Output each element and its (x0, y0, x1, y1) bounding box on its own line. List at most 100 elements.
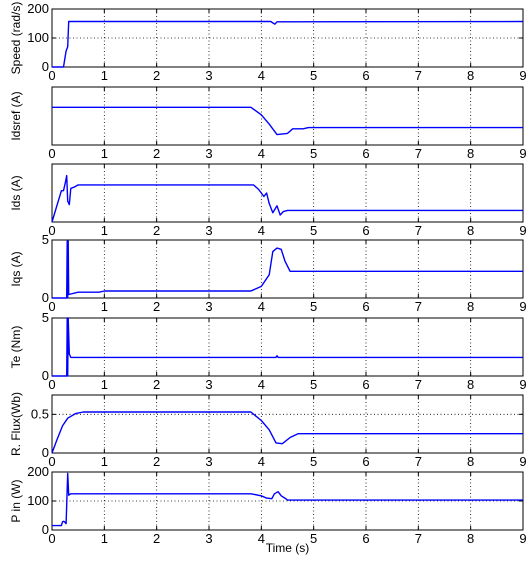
x-tick-label: 1 (101, 454, 108, 469)
y-tick-label: 200 (27, 1, 49, 16)
y-tick-label: 0 (42, 290, 49, 305)
x-tick-label: 5 (310, 68, 317, 83)
x-tick-label: 9 (519, 223, 526, 238)
x-tick-label: 8 (467, 68, 474, 83)
x-tick-label: 4 (258, 299, 265, 314)
y-axis-label: Idsref (A) (9, 91, 23, 140)
x-tick-label: 3 (205, 531, 212, 546)
x-tick-label: 6 (362, 454, 369, 469)
x-tick-label: 6 (362, 531, 369, 546)
x-tick-label: 7 (415, 223, 422, 238)
series-line (51, 174, 523, 223)
y-tick-label: 0.5 (31, 406, 49, 421)
y-axis-label: Ids (A) (9, 175, 23, 210)
x-tick-label: 5 (310, 299, 317, 314)
x-tick-label: 8 (467, 377, 474, 392)
axes-frame (51, 163, 524, 223)
subplot-4: 0 1 2 3 4 5 6 7 8 9 0 5 Iqs (A) (9, 232, 527, 314)
x-tick-label: 9 (519, 146, 526, 161)
x-tick-label: 2 (153, 531, 160, 546)
plot-area (52, 87, 523, 145)
x-tick-label: 1 (101, 299, 108, 314)
x-tick-label: 3 (205, 299, 212, 314)
x-tick-label: 8 (467, 223, 474, 238)
x-tick-label: 9 (519, 454, 526, 469)
x-tick-label: 4 (258, 377, 265, 392)
x-tick-label: 9 (519, 68, 526, 83)
x-tick-label: 8 (467, 531, 474, 546)
series-line (52, 20, 524, 68)
x-tick-label: 7 (415, 531, 422, 546)
x-tick-label: 8 (467, 146, 474, 161)
x-tick-label: 5 (310, 454, 317, 469)
x-tick-label: 7 (415, 299, 422, 314)
x-tick-label: 8 (467, 454, 474, 469)
x-tick-label: 5 (310, 223, 317, 238)
subplot-2: 0 1 2 3 4 5 6 7 8 9 Idsref (A) (9, 86, 527, 161)
x-tick-label: 0 (48, 531, 55, 546)
subplot-1: 0 1 2 3 4 5 6 7 8 9 0 100 200 Speed (rad/s) (9, 1, 527, 83)
axes-frame (51, 86, 524, 146)
x-tick-label: 6 (362, 299, 369, 314)
plot-area (52, 318, 523, 376)
x-tick-label: 0 (48, 299, 55, 314)
subplot-7: 0 1 2 3 4 5 6 7 8 9 0 100 200 P in (W) (9, 464, 527, 546)
x-tick-label: 4 (258, 454, 265, 469)
x-tick-label: 2 (153, 223, 160, 238)
x-tick-label: 4 (258, 146, 265, 161)
x-tick-label: 3 (205, 146, 212, 161)
x-tick-label: 2 (153, 68, 160, 83)
y-tick-label: 100 (27, 493, 49, 508)
x-tick-label: 5 (310, 146, 317, 161)
x-tick-label: 8 (467, 299, 474, 314)
x-tick-label: 3 (205, 223, 212, 238)
x-tick-label: 4 (258, 68, 265, 83)
x-tick-label: 0 (48, 377, 55, 392)
x-tick-label: 0 (48, 223, 55, 238)
subplot-3: 0 1 2 3 4 5 6 7 8 9 Ids (A) (9, 163, 527, 238)
plot-area (52, 395, 523, 453)
x-tick-label: 2 (153, 146, 160, 161)
x-tick-label: 7 (415, 146, 422, 161)
x-tick-label: 3 (205, 68, 212, 83)
y-axis-label: R. Flux(Wb) (9, 392, 23, 456)
x-tick-label: 9 (519, 377, 526, 392)
series-line (52, 317, 523, 377)
x-tick-label: 1 (101, 68, 108, 83)
y-axis-label: Iqs (A) (9, 251, 23, 286)
y-tick-label: 5 (42, 232, 49, 247)
y-tick-label: 100 (27, 30, 49, 45)
y-tick-label: 5 (42, 310, 49, 325)
x-tick-label: 0 (48, 68, 55, 83)
plot-area (52, 240, 523, 298)
x-axis-title: Time (s) (266, 541, 310, 555)
x-tick-label: 2 (153, 377, 160, 392)
x-tick-label: 5 (310, 531, 317, 546)
x-tick-label: 5 (310, 377, 317, 392)
y-tick-label: 0 (42, 368, 49, 383)
y-axis-label: P in (W) (9, 479, 23, 522)
y-axis-label: Speed (rad/s) (9, 2, 23, 75)
plot-area (52, 164, 523, 222)
y-tick-label: 0 (42, 59, 49, 74)
x-tick-label: 1 (101, 223, 108, 238)
x-tick-label: 3 (205, 377, 212, 392)
x-tick-label: 0 (48, 146, 55, 161)
series-line (51, 411, 523, 454)
x-tick-label: 4 (258, 531, 265, 546)
x-tick-label: 6 (362, 146, 369, 161)
subplot-6: 0 1 2 3 4 5 6 7 8 9 0 0.5 R. Flux(Wb) (9, 392, 527, 469)
axes-frame (51, 317, 524, 377)
y-axis-label: Te (Nm) (9, 326, 23, 369)
series-line (52, 472, 523, 527)
x-tick-label: 9 (519, 299, 526, 314)
x-tick-label: 1 (101, 531, 108, 546)
x-tick-label: 3 (205, 454, 212, 469)
series-line (52, 240, 523, 299)
x-tick-label: 0 (48, 454, 55, 469)
x-tick-label: 2 (153, 299, 160, 314)
axes-frame (51, 239, 524, 299)
subplot-5: 0 1 2 3 4 5 6 7 8 9 0 5 Te (Nm) (9, 310, 527, 392)
x-tick-label: 6 (362, 223, 369, 238)
